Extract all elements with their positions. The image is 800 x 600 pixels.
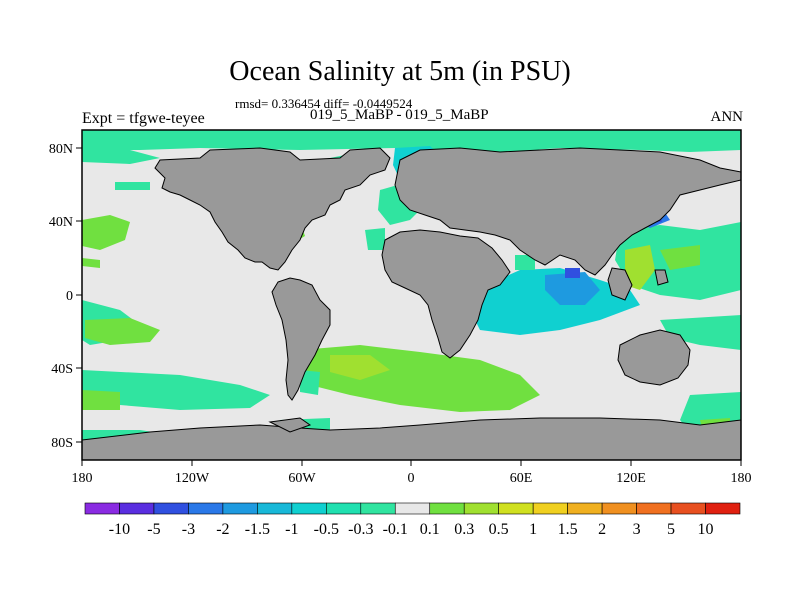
colorbar-swatch xyxy=(326,502,362,515)
colorbar-swatch xyxy=(84,502,120,515)
lat-tick-label: 80N xyxy=(49,142,73,157)
colorbar-label: -5 xyxy=(147,521,160,538)
lon-tick-label: 60W xyxy=(288,471,316,486)
colorbar-label: -3 xyxy=(182,521,195,538)
colorbar-label: 0.3 xyxy=(454,521,474,538)
colorbar-label: -0.3 xyxy=(348,521,373,538)
colorbar-swatch xyxy=(119,502,155,515)
colorbar-label: 5 xyxy=(667,521,675,538)
colorbar-swatch xyxy=(601,502,637,515)
colorbar-swatch xyxy=(532,502,568,515)
lat-tick-label: 40S xyxy=(51,362,73,377)
colorbar-swatch xyxy=(394,502,431,515)
colorbar-swatch xyxy=(257,502,293,515)
colorbar-label: 1.5 xyxy=(558,521,578,538)
lon-tick-label: 0 xyxy=(408,471,415,486)
colorbar-swatch xyxy=(429,502,465,515)
map-plot-area: 180 120W 60W 0 60E 120E 180 80N 40N 0 40… xyxy=(49,129,752,486)
colorbar-label: 0.1 xyxy=(420,521,440,538)
latitude-tick-labels: 80N 40N 0 40S 80S xyxy=(49,142,73,451)
colorbar-label: -0.5 xyxy=(314,521,339,538)
lat-tick-label: 80S xyxy=(51,436,73,451)
colorbar-swatch xyxy=(636,502,672,515)
lon-tick-label: 120E xyxy=(616,471,646,486)
colorbar-label: -1 xyxy=(285,521,298,538)
colorbar-swatch xyxy=(153,502,189,515)
colorbar-swatch xyxy=(360,502,396,515)
lat-tick-label: 0 xyxy=(66,289,73,304)
lon-tick-label: 120W xyxy=(175,471,210,486)
map-title: Ocean Salinity at 5m (in PSU) xyxy=(229,56,571,87)
colorbar-swatch xyxy=(188,502,224,515)
colorbar-swatch xyxy=(463,502,499,515)
colorbar-swatch xyxy=(222,502,258,515)
colorbar-swatch xyxy=(498,502,534,515)
colorbar-swatch xyxy=(705,502,741,515)
season-label: ANN xyxy=(710,109,744,125)
stats-line: rmsd= 0.336454 diff= -0.0449524 xyxy=(235,96,413,111)
colorbar-swatch xyxy=(291,502,327,515)
colorbar-swatch xyxy=(567,502,603,515)
colorbar-label: -2 xyxy=(216,521,229,538)
axis-tick-marks xyxy=(76,147,742,466)
colorbar-label: 0.5 xyxy=(489,521,509,538)
lon-tick-label: 180 xyxy=(72,471,93,486)
experiment-label: Expt = tfgwe-teyee xyxy=(82,110,205,127)
colorbar-label: -0.1 xyxy=(383,521,408,538)
colorbar-label: -1.5 xyxy=(245,521,270,538)
colorbar-label: 10 xyxy=(698,521,714,538)
colorbar: -10 -5 -3 -2 -1.5 -1 -0.5 -0.3 -0.1 0.1 0.3 0.5 1 1.5… xyxy=(84,502,741,538)
lat-tick-label: 40N xyxy=(49,215,73,230)
colorbar-label: -10 xyxy=(109,521,130,538)
colorbar-label: 1 xyxy=(529,521,537,538)
case-label: 019_5_MaBP - 019_5_MaBP xyxy=(310,107,489,123)
colorbar-label: 2 xyxy=(598,521,606,538)
longitude-tick-labels: 180 120W 60W 0 60E 120E 180 xyxy=(72,471,752,486)
colorbar-swatch xyxy=(670,502,706,515)
colorbar-label: 3 xyxy=(633,521,641,538)
land-masses xyxy=(82,147,741,460)
salinity-anomaly-fills xyxy=(82,130,741,452)
lon-tick-label: 180 xyxy=(731,471,752,486)
lon-tick-label: 60E xyxy=(510,471,533,486)
